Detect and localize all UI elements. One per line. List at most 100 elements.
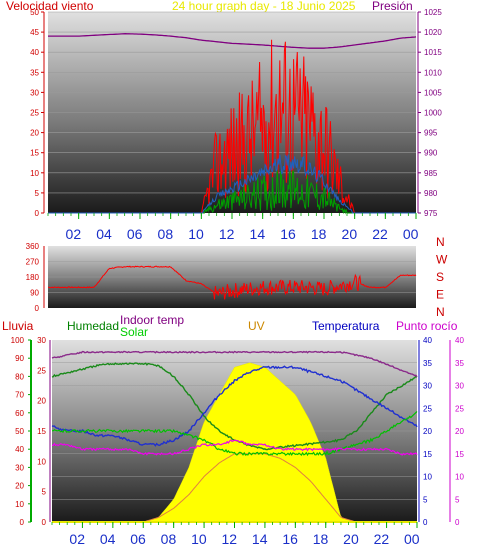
temp-tick-label: 0 [423, 518, 428, 527]
pressure-tick-label: 1000 [424, 109, 442, 118]
uv-label: UV [248, 319, 265, 333]
compass-label: N [436, 305, 445, 319]
compass-label: W [436, 253, 448, 267]
wind-tick-label: 15 [30, 149, 39, 158]
wind-tick-label: 25 [30, 109, 39, 118]
hour-label: 14 [250, 226, 266, 242]
direction-tick-label: 90 [30, 289, 39, 298]
pressure-tick-label: 1025 [424, 8, 442, 17]
temp-tick-label: 25 [423, 404, 432, 413]
dewpoint-tick-label: 5 [455, 495, 460, 504]
pressure-tick-label: 980 [424, 189, 438, 198]
dewpoint-tick-label: 25 [455, 404, 464, 413]
wind-tick-label: 10 [30, 169, 39, 178]
hour-label: 08 [158, 226, 174, 242]
dewpoint-line [52, 439, 418, 456]
mid-tick-label: 20 [37, 397, 46, 406]
hour-label: 22 [374, 531, 390, 547]
hour-label: 12 [222, 531, 238, 547]
mid-tick-label: 10 [37, 457, 46, 466]
rain-tick-label: 80 [15, 372, 24, 381]
rain-tick-label: 60 [15, 409, 24, 418]
indoor-temp-line [51, 350, 418, 378]
rain-tick-label: 90 [15, 354, 24, 363]
temperature-label: Temperatura [312, 319, 380, 333]
rain-tick-label: 20 [15, 482, 24, 491]
dewpoint-tick-label: 30 [455, 382, 464, 391]
pressure-tick-label: 1020 [424, 28, 442, 37]
hour-label: 02 [66, 226, 82, 242]
hour-label: 02 [69, 531, 85, 547]
wind-tick-label: 5 [35, 189, 40, 198]
hour-label: 08 [161, 531, 177, 547]
temp-tick-label: 10 [423, 473, 432, 482]
hour-label: 04 [96, 226, 112, 242]
dewpoint-tick-label: 20 [455, 427, 464, 436]
wind-tick-label: 20 [30, 129, 39, 138]
dewpoint-tick-label: 40 [455, 336, 464, 345]
dewpoint-tick-label: 15 [455, 450, 464, 459]
compass-label: S [436, 270, 444, 284]
rain-tick-label: 30 [15, 463, 24, 472]
hour-label: 16 [282, 531, 298, 547]
wind-tick-label: 50 [30, 8, 39, 17]
mid-tick-label: 30 [37, 336, 46, 345]
hour-label: 00 [403, 226, 419, 242]
direction-tick-label: 270 [26, 258, 40, 267]
hour-label: 00 [404, 531, 420, 547]
hour-label: 16 [280, 226, 296, 242]
wind-tick-label: 0 [35, 209, 40, 218]
mid-tick-label: 0 [42, 518, 47, 527]
rain-tick-label: 10 [15, 500, 24, 509]
rain-tick-label: 100 [11, 336, 25, 345]
hour-label: 06 [130, 531, 146, 547]
temp-tick-label: 35 [423, 359, 432, 368]
hour-label: 12 [219, 226, 235, 242]
wind-tick-label: 30 [30, 88, 39, 97]
hour-label: 20 [343, 531, 359, 547]
temp-tick-label: 40 [423, 336, 432, 345]
pressure-tick-label: 995 [424, 129, 438, 138]
rain-label: Lluvia [2, 319, 34, 333]
temp-tick-label: 30 [423, 382, 432, 391]
direction-tick-label: 360 [26, 242, 40, 251]
humidity-label: Humedad [67, 319, 119, 333]
solar-label: Solar [120, 325, 148, 339]
rain-tick-label: 70 [15, 391, 24, 400]
rain-tick-label: 0 [20, 518, 25, 527]
hour-label: 10 [191, 531, 207, 547]
compass-label: E [436, 288, 444, 302]
temperature-line [51, 365, 418, 447]
direction-tick-label: 180 [26, 273, 40, 282]
chart-title: 24 hour graph day - 18 Junio 2025 [172, 0, 356, 13]
mid-tick-label: 5 [42, 488, 47, 497]
temp-tick-label: 15 [423, 450, 432, 459]
hour-label: 18 [311, 226, 327, 242]
dewpoint-tick-label: 35 [455, 359, 464, 368]
rain-tick-label: 40 [15, 445, 24, 454]
wind-direction-line [48, 265, 417, 300]
pressure-tick-label: 1010 [424, 68, 442, 77]
wind-tick-label: 45 [30, 28, 39, 37]
pressure-tick-label: 990 [424, 149, 438, 158]
pressure-tick-label: 985 [424, 169, 438, 178]
mid-tick-label: 25 [37, 366, 46, 375]
hour-label: 22 [372, 226, 388, 242]
direction-tick-label: 0 [35, 304, 40, 313]
pressure-tick-label: 1015 [424, 48, 442, 57]
pressure-tick-label: 975 [424, 209, 438, 218]
wind-tick-label: 40 [30, 48, 39, 57]
compass-label: N [436, 235, 445, 249]
pressure-label: Presión [372, 0, 413, 13]
rain-tick-label: 50 [15, 427, 24, 436]
pressure-tick-label: 1005 [424, 88, 442, 97]
solar-line [51, 411, 418, 457]
dewpoint-tick-label: 0 [455, 518, 460, 527]
mid-tick-label: 15 [37, 427, 46, 436]
hour-label: 10 [188, 226, 204, 242]
temp-tick-label: 20 [423, 427, 432, 436]
indoor-temp-label: Indoor temp [120, 313, 184, 327]
